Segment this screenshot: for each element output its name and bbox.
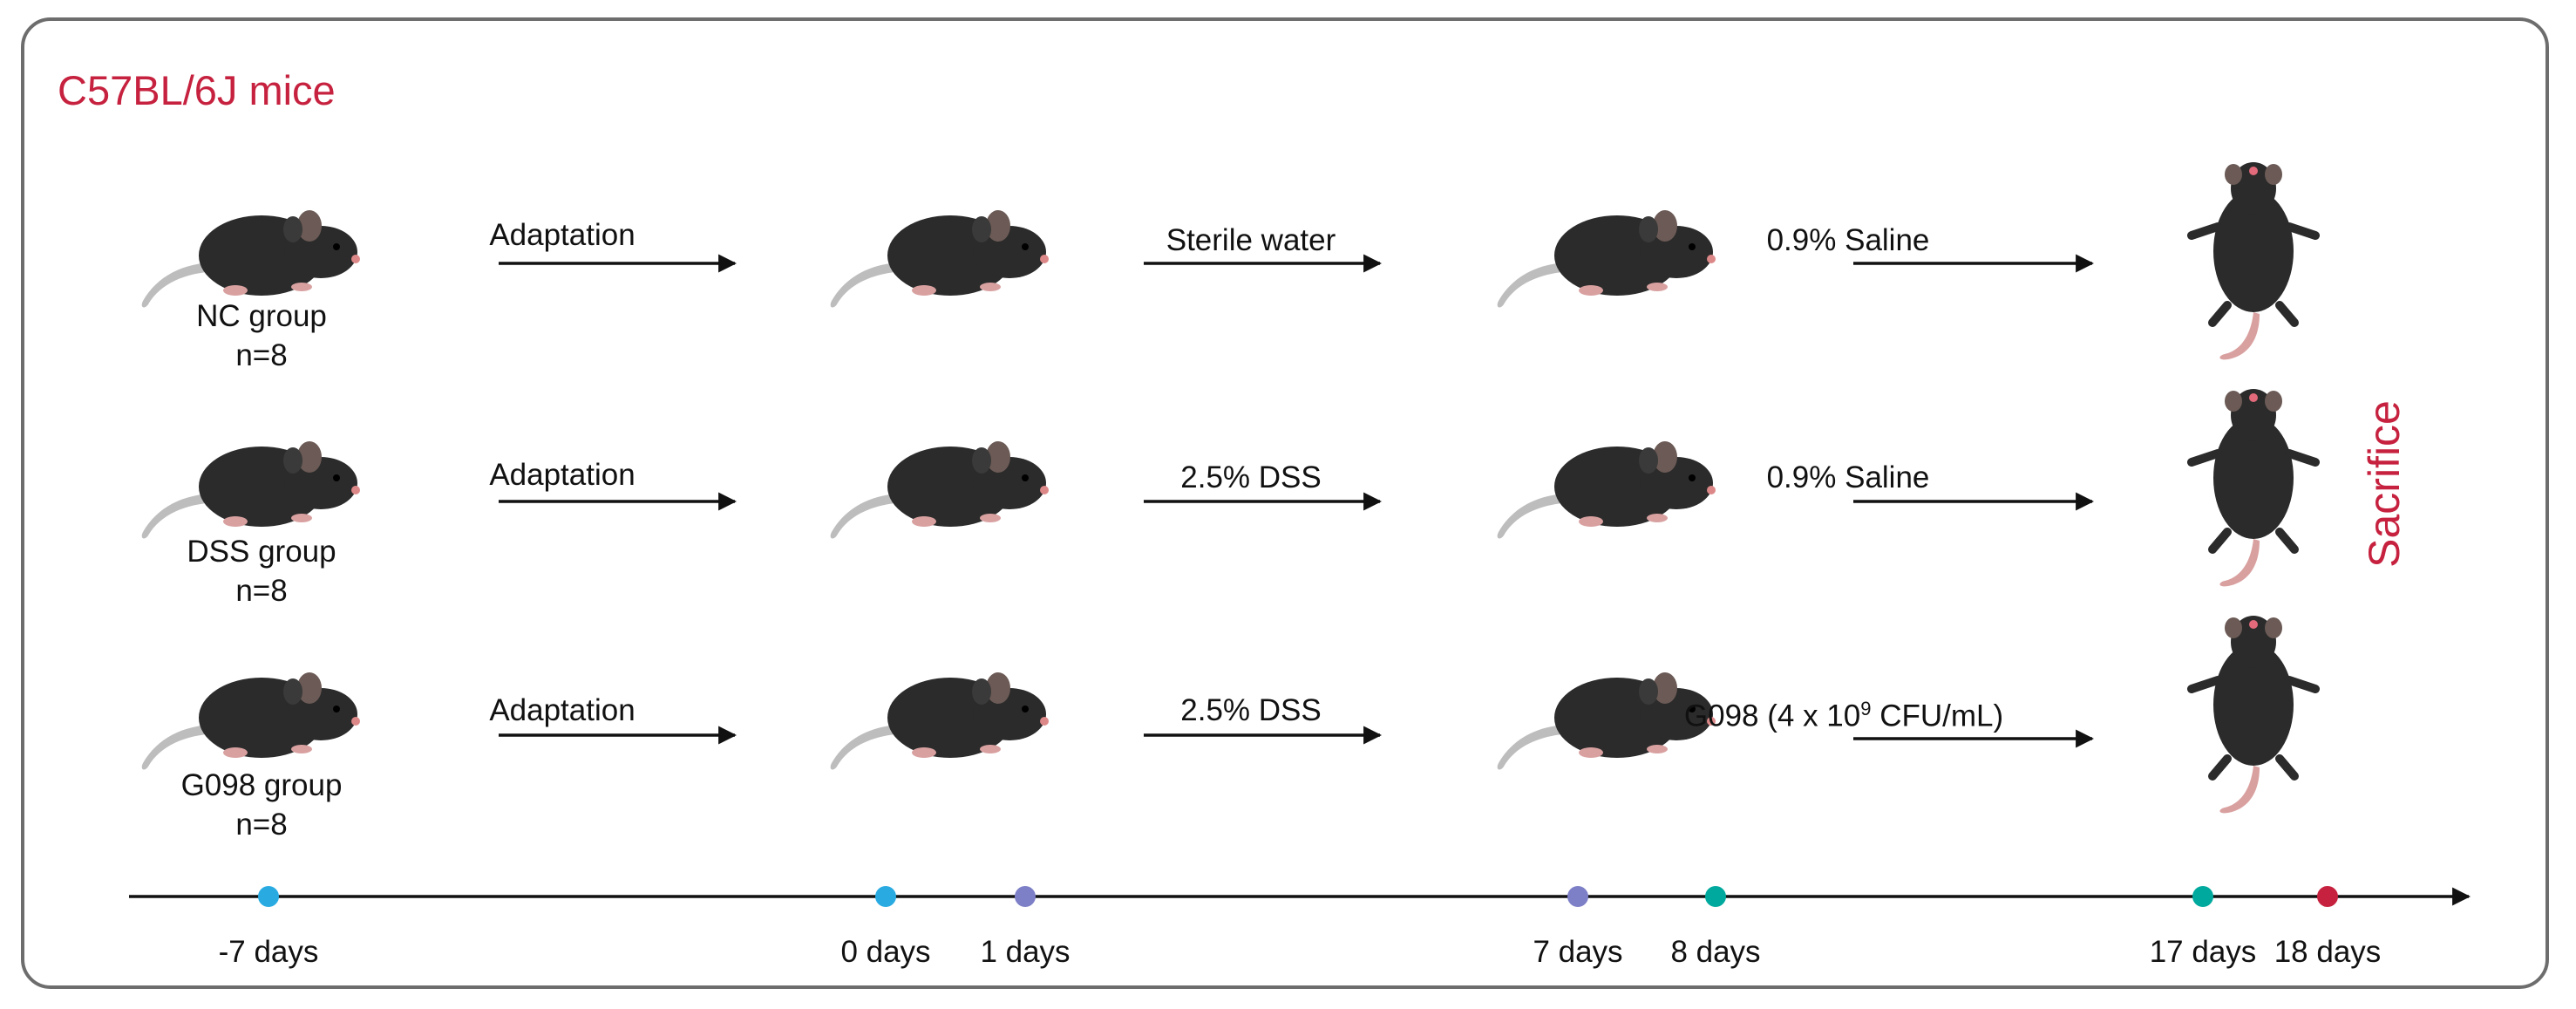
g098-dose-exponent: 9 — [1860, 698, 1872, 719]
group-size: n=8 — [235, 338, 288, 372]
timeline-tick-label: 1 days — [980, 935, 1071, 969]
g098-dose-prefix: G098 (4 x 10 — [1683, 699, 1861, 733]
group-size: n=8 — [235, 808, 288, 842]
group-dss-label: DSS group n=8 — [87, 532, 436, 610]
step-saline-label: 0.9% Saline — [1766, 460, 1930, 494]
step-dss-label: 2.5% DSS — [1180, 693, 1322, 727]
timeline-tick-label: -7 days — [218, 935, 319, 969]
timeline-ticks — [258, 886, 2338, 907]
step-adaptation-label: Adaptation — [489, 458, 636, 492]
timeline-tick-label: 18 days — [2274, 935, 2382, 969]
timeline-tick-label: 7 days — [1533, 935, 1623, 969]
step-dss-label: 2.5% DSS — [1180, 460, 1322, 494]
group-name: DSS group — [187, 535, 336, 569]
timeline-dot — [2317, 886, 2338, 907]
timeline-dot — [875, 886, 896, 907]
step-g098-label: G098 (4 x 109 CFU/mL) — [1600, 698, 2088, 734]
strain-title: C57BL/6J mice — [58, 67, 336, 113]
diagram-frame — [21, 17, 2549, 989]
timeline-tick-label: 0 days — [840, 935, 931, 969]
step-sterile-water-label: Sterile water — [1166, 223, 1336, 257]
step-adaptation-label: Adaptation — [489, 218, 636, 252]
g098-dose-suffix: CFU/mL) — [1871, 699, 2004, 733]
timeline-dot — [2192, 886, 2213, 907]
process-arrows — [499, 254, 2095, 748]
group-name: G098 group — [180, 768, 343, 802]
step-saline-label: 0.9% Saline — [1766, 223, 1930, 257]
timeline-tick-label: 17 days — [2149, 935, 2257, 969]
group-size: n=8 — [235, 574, 288, 608]
timeline-dot — [1015, 886, 1036, 907]
timeline-dot — [1705, 886, 1726, 907]
timeline-dot — [258, 886, 279, 907]
group-name: NC group — [196, 299, 327, 333]
group-nc-label: NC group n=8 — [87, 297, 436, 375]
timeline-tick-label: 8 days — [1670, 935, 1761, 969]
step-adaptation-label: Adaptation — [489, 693, 636, 727]
timeline-dot — [1567, 886, 1588, 907]
group-g098-label: G098 group n=8 — [87, 766, 436, 844]
